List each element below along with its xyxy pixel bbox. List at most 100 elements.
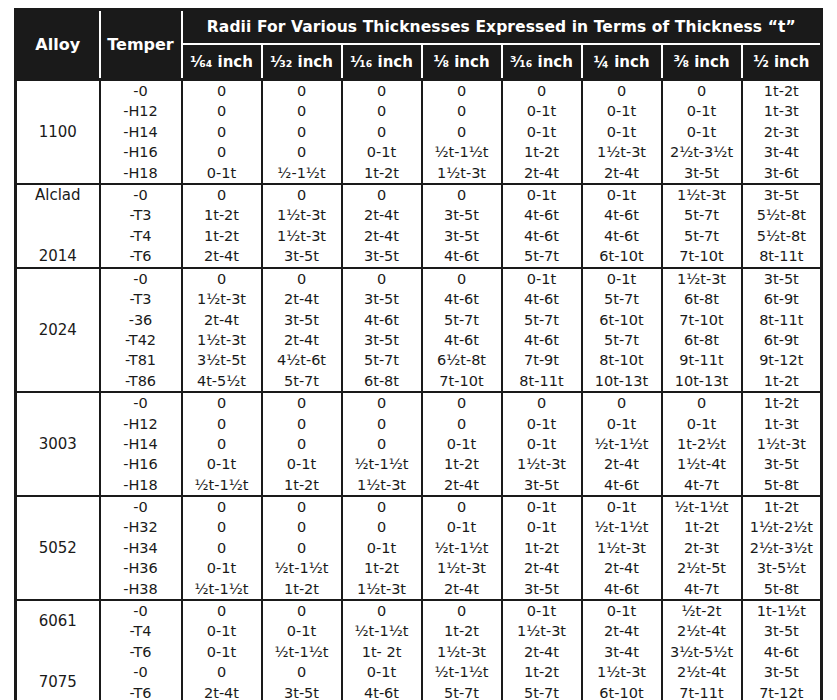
radii-value: 3t-4t xyxy=(743,142,821,162)
radii-value: 0-1t xyxy=(183,163,261,183)
radii-value: 5t-7t xyxy=(343,350,421,370)
radii-value: 0-1t xyxy=(583,601,661,621)
radii-value: 0 xyxy=(183,122,261,142)
radii-value: 4t-6t xyxy=(343,310,421,330)
temper-value: -T86 xyxy=(101,371,181,391)
radii-value: ½t-1½t xyxy=(423,538,501,558)
radii-value: 0 xyxy=(263,122,341,142)
radii-value: 5t-7t xyxy=(263,371,341,391)
radii-value: 1½t-3t xyxy=(423,642,501,662)
radii-cell: 000-1t1t-2t2t-4t xyxy=(422,392,502,496)
radii-cell: 00-1t0-1t02t-4t xyxy=(182,600,262,700)
radii-value: 1t-2t xyxy=(183,226,261,246)
radii-value: 2t-4t xyxy=(423,475,501,495)
radii-cell: ½t-1½t1t-2t2t-3t2½t-5t4t-7t xyxy=(662,496,742,600)
radii-value: 0 xyxy=(183,81,261,101)
radii-cell: 00-1t½t-1½t2t-4t4t-6t xyxy=(582,392,662,496)
radii-value: 0 xyxy=(343,517,421,537)
radii-value: 4t-6t xyxy=(423,246,501,266)
radii-value: 3t-4t xyxy=(583,642,661,662)
bend-radii-table-container: Alloy Temper Radii For Various Thickness… xyxy=(14,8,823,700)
radii-value: 4t-5½t xyxy=(183,371,261,391)
radii-value: 1t-2½t xyxy=(663,434,741,454)
radii-cell: 00-1t½t-1½t03t-5t xyxy=(262,600,342,700)
radii-value: 1½t-3t xyxy=(423,163,501,183)
temper-value: -T42 xyxy=(101,330,181,350)
radii-value: 2½t-3½t xyxy=(663,142,741,162)
radii-value: 3t-5t xyxy=(263,683,341,700)
radii-value: 0 xyxy=(263,142,341,162)
radii-value: 0 xyxy=(423,497,501,517)
radii-value: 2t-4t xyxy=(583,558,661,578)
radii-value: 0-1t xyxy=(503,122,581,142)
temper-value: -36 xyxy=(101,310,181,330)
radii-value: 5t-8t xyxy=(743,475,821,495)
radii-value: 1t-2t xyxy=(743,371,821,391)
radii-value: 0 xyxy=(183,393,261,413)
radii-cell: 3t-5t5½t-8t5½t-8t8t-11t xyxy=(742,184,822,268)
alloy-label: 6061 xyxy=(17,611,99,631)
temper-value: -0 xyxy=(101,269,181,289)
radii-value: 0 xyxy=(423,601,501,621)
radii-value: 4t-6t xyxy=(583,205,661,225)
radii-value: 0-1t xyxy=(423,434,501,454)
radii-value: 0 xyxy=(663,393,741,413)
radii-cell: 0-1t4t-6t4t-6t6t-10t xyxy=(582,184,662,268)
radii-value: 2t-4t xyxy=(263,330,341,350)
radii-value: 4t-7t xyxy=(663,579,741,599)
radii-value: 7t-11t xyxy=(663,683,741,700)
radii-value: 0-1t xyxy=(263,454,341,474)
radii-value: 0-1t xyxy=(503,414,581,434)
radii-value: 5t-7t xyxy=(503,310,581,330)
radii-cell: 1t-1½t3t-5t4t-6t3t-5t7t-12t xyxy=(742,600,822,700)
radii-value: 0 xyxy=(423,101,501,121)
radii-cell: 1t-2t1t-3t1½t-3t3t-5t5t-8t xyxy=(742,392,822,496)
radii-value: 7t-12t xyxy=(743,683,821,700)
alloy-group-row: 1100-0-H12-H14-H16-H1800000-1t0000½-1½t0… xyxy=(16,80,822,184)
temper-cell: -0-T3-T4-T6 xyxy=(100,184,182,268)
radii-value: 0 xyxy=(583,81,661,101)
radii-value: 1½t-3t xyxy=(743,434,821,454)
radii-cell: 0-1t4t-6t4t-6t5t-7t xyxy=(502,184,582,268)
radii-value: 5t-7t xyxy=(583,330,661,350)
radii-cell: 00000-1t xyxy=(182,80,262,184)
radii-value: ½t-1½t xyxy=(663,497,741,517)
radii-value: 3t-5t xyxy=(663,163,741,183)
radii-value: 0-1t xyxy=(263,621,341,641)
alloy-cell: 3003 xyxy=(16,392,100,496)
radii-value: 4t-6t xyxy=(423,289,501,309)
radii-value: 4t-6t xyxy=(503,226,581,246)
radii-value: 4½t-6t xyxy=(263,350,341,370)
radii-cell: 0-1t1½t-3t2t-4t1t-2t5t-7t xyxy=(502,600,582,700)
radii-value: 3t-5t xyxy=(503,579,581,599)
radii-value: 1t-2t xyxy=(743,393,821,413)
radii-value: 1t-3t xyxy=(743,414,821,434)
radii-value: 0 xyxy=(343,414,421,434)
alloy-cell: 2024 xyxy=(16,268,100,392)
alloy-label: 5052 xyxy=(17,538,99,558)
temper-value: -T81 xyxy=(101,350,181,370)
radii-value: 3t-5t xyxy=(423,205,501,225)
radii-value: 0 xyxy=(343,434,421,454)
radii-value: 5t-7t xyxy=(663,205,741,225)
radii-value: 3t-5t xyxy=(343,289,421,309)
radii-cell: 03t-5t4t-6t3t-5t5t-7t6t-8t xyxy=(342,268,422,392)
radii-value: 3t-5t xyxy=(743,454,821,474)
radii-value: 4t-6t xyxy=(423,330,501,350)
radii-value: 1t-2t xyxy=(663,517,741,537)
radii-cell: 0½t-1½t1t- 2t0-1t4t-6t xyxy=(342,600,422,700)
radii-value: 0 xyxy=(263,538,341,558)
radii-value: 0 xyxy=(263,81,341,101)
table-title: Radii For Various Thicknesses Expressed … xyxy=(182,10,822,45)
radii-value: 6t-10t xyxy=(583,683,661,700)
radii-value: 0-1t xyxy=(183,454,261,474)
radii-value: 5t-8t xyxy=(743,579,821,599)
radii-value: 10t-13t xyxy=(663,371,741,391)
radii-value: 4t-6t xyxy=(343,683,421,700)
temper-cell: -0-T3-36-T42-T81-T86 xyxy=(100,268,182,392)
temper-cell: -0-H12-H14-H16-H18 xyxy=(100,80,182,184)
radii-value: 1½t-3t xyxy=(183,289,261,309)
thickness-col-header-1-8: ⅛ inch xyxy=(422,44,502,80)
radii-value: 0-1t xyxy=(663,122,741,142)
radii-value: 1½t-3t xyxy=(583,142,661,162)
